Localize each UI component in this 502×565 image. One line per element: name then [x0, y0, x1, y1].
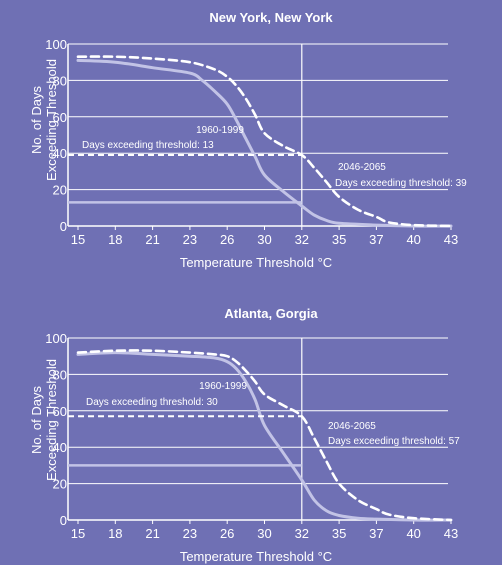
y-tick-label: 40 — [53, 146, 67, 161]
x-tick-label: 37 — [369, 232, 383, 247]
annotation-days-text: Days exceeding threshold: 30 — [86, 397, 218, 408]
x-tick-label: 37 — [369, 526, 383, 541]
x-tick-label: 30 — [257, 526, 271, 541]
y-tick-label: 20 — [53, 183, 67, 198]
x-tick-label: 23 — [183, 232, 197, 247]
y-tick-label: 0 — [60, 219, 67, 234]
y-axis-title: No. of Days Exceeding Threshold — [29, 59, 59, 181]
y-axis-title-line2: Exceeding Threshold — [44, 59, 59, 181]
y-tick-label: 0 — [60, 513, 67, 528]
chart-title: Atlanta, Gorgia — [224, 306, 318, 321]
annotation-period-label: 2046-2065 — [338, 162, 386, 173]
y-tick-label: 60 — [53, 110, 67, 125]
chart-panel-new-york: New York, New York No. of Days Exceeding… — [29, 10, 467, 270]
plot-area: 0 20 40 60 80 100 15 18 21 23 26 30 32 35 37 40 43 1960-1… — [45, 331, 460, 541]
x-tick-label: 15 — [71, 526, 85, 541]
x-tick-label: 21 — [145, 526, 159, 541]
y-tick-label: 100 — [45, 331, 67, 346]
x-tick-label: 21 — [145, 232, 159, 247]
x-tick-label: 35 — [332, 526, 346, 541]
x-tick-label: 15 — [71, 232, 85, 247]
x-axis-title: Temperature Threshold °C — [180, 549, 332, 564]
series-line — [76, 351, 453, 522]
y-axis-title-line1: No. of Days — [29, 86, 44, 154]
y-tick-label: 60 — [53, 404, 67, 419]
chart-title: New York, New York — [209, 10, 333, 25]
x-tick-label: 43 — [444, 232, 458, 247]
annotation-period-label: 2046-2065 — [328, 421, 376, 432]
y-tick-label: 100 — [45, 37, 67, 52]
x-tick-label: 40 — [406, 526, 420, 541]
x-tick-label: 43 — [444, 526, 458, 541]
annotation-days-text: Days exceeding threshold: 39 — [335, 178, 467, 189]
x-axis-title: Temperature Threshold °C — [180, 255, 332, 270]
annotation-period-label: 1960-1999 — [199, 381, 247, 392]
y-axis-title-line2: Exceeding Threshold — [44, 359, 59, 481]
x-tick-label: 35 — [332, 232, 346, 247]
x-tick-label: 32 — [295, 232, 309, 247]
x-tick-label: 18 — [108, 232, 122, 247]
series-line — [76, 349, 453, 522]
chart-panel-atlanta: Atlanta, Gorgia No. of Days Exceeding Th… — [29, 306, 460, 564]
y-tick-label: 80 — [53, 73, 67, 88]
annotation-period-label: 1960-1999 — [196, 125, 244, 136]
plot-area: 0 20 40 60 80 100 15 18 21 23 26 30 32 35 37 40 43 1960-1… — [45, 37, 467, 247]
x-tick-label: 23 — [183, 526, 197, 541]
x-tick-label: 30 — [257, 232, 271, 247]
x-tick-label: 26 — [220, 232, 234, 247]
x-tick-label: 40 — [406, 232, 420, 247]
annotation-days-text: Days exceeding threshold: 57 — [328, 436, 460, 447]
annotation-days-text: Days exceeding threshold: 13 — [82, 140, 214, 151]
y-tick-label: 80 — [53, 367, 67, 382]
y-axis-title: No. of Days Exceeding Threshold — [29, 359, 59, 481]
x-tick-label: 26 — [220, 526, 234, 541]
y-tick-label: 40 — [53, 440, 67, 455]
y-axis-title-line1: No. of Days — [29, 386, 44, 454]
y-tick-label: 20 — [53, 477, 67, 492]
series-line — [76, 58, 453, 228]
x-tick-label: 32 — [295, 526, 309, 541]
x-tick-label: 18 — [108, 526, 122, 541]
